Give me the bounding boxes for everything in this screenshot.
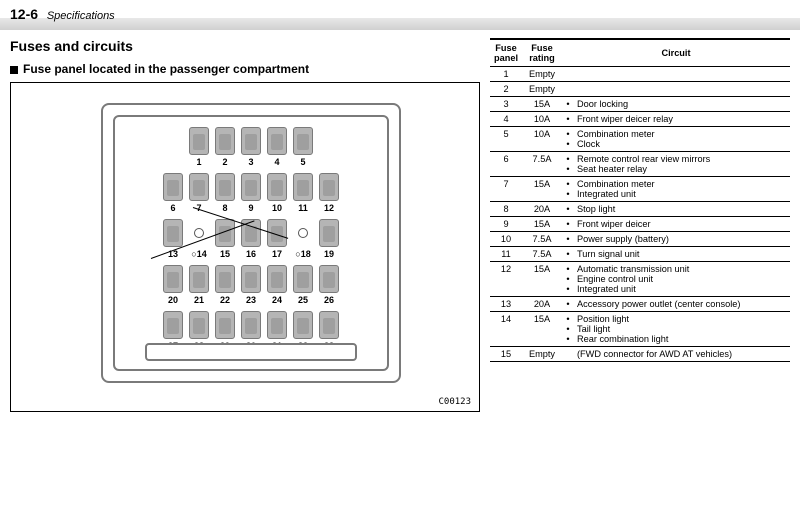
fuse-label: 22 (215, 295, 235, 305)
diagram-id: C00123 (438, 397, 471, 407)
table-row: 915A•Front wiper deicer (490, 217, 790, 232)
fuse-slot (215, 127, 235, 155)
table-row: 15Empty(FWD connector for AWD AT vehicle… (490, 347, 790, 362)
fuse-slot (189, 173, 209, 201)
fuse-slot (163, 311, 183, 339)
table-row: 67.5A••Remote control rear view mirrorsS… (490, 152, 790, 177)
table-row: 1Empty (490, 67, 790, 82)
fuse-label: 24 (267, 295, 287, 305)
table-row: 315A•Door locking (490, 97, 790, 112)
fuse-slot (189, 311, 209, 339)
fuse-slot (319, 173, 339, 201)
fuse-slot (215, 265, 235, 293)
table-row: 1320A•Accessory power outlet (center con… (490, 297, 790, 312)
fuse-slot (319, 265, 339, 293)
fuse-label: 25 (293, 295, 313, 305)
fuse-label: 10 (267, 203, 287, 213)
fuse-grid: 12345678910111213○14151617○1819202122232… (127, 127, 375, 357)
fuse-slot (293, 173, 313, 201)
fuse-slot (215, 311, 235, 339)
table-row: 410A•Front wiper deicer relay (490, 112, 790, 127)
fuse-slot (241, 127, 261, 155)
fuse-label: 1 (189, 157, 209, 167)
fuse-slot (241, 173, 261, 201)
table-row: 820A•Stop light (490, 202, 790, 217)
table-row: 510A••Combination meterClock (490, 127, 790, 152)
fuse-label: 15 (215, 249, 235, 259)
pull-handle (145, 343, 357, 361)
fuse-slot (319, 219, 339, 247)
fuse-slot (189, 127, 209, 155)
fuse-slot (241, 265, 261, 293)
square-bullet-icon (10, 66, 18, 74)
col-header: Circuit (562, 39, 790, 67)
table-row: 2Empty (490, 82, 790, 97)
page-header: 12-6 Specifications (0, 0, 800, 30)
fuse-slot (189, 265, 209, 293)
fuse-label: 6 (163, 203, 183, 213)
fusebox-outer: 12345678910111213○14151617○1819202122232… (101, 103, 401, 383)
fuse-label: 4 (267, 157, 287, 167)
fuse-label: 12 (319, 203, 339, 213)
col-header: Fuse rating (522, 39, 562, 67)
table-row: 715A••Combination meterIntegrated unit (490, 177, 790, 202)
fusebox-inner: 12345678910111213○14151617○1819202122232… (113, 115, 389, 371)
fuse-slot (267, 127, 287, 155)
fuse-slot (293, 311, 313, 339)
table-row: 117.5A•Turn signal unit (490, 247, 790, 262)
fuse-slot (293, 127, 313, 155)
fuse-slot (267, 311, 287, 339)
fuse-label: 26 (319, 295, 339, 305)
subtitle: Fuse panel located in the passenger comp… (10, 62, 480, 76)
diagram-frame: 12345678910111213○14151617○1819202122232… (10, 82, 480, 412)
fuse-slot (319, 311, 339, 339)
section-name: Specifications (47, 10, 115, 22)
fuse-label: 21 (189, 295, 209, 305)
main-title: Fuses and circuits (10, 38, 480, 54)
fuse-label: 5 (293, 157, 313, 167)
fuse-label: 23 (241, 295, 261, 305)
table-row: 107.5A•Power supply (battery) (490, 232, 790, 247)
fuse-slot (293, 265, 313, 293)
fuse-label: 17 (267, 249, 287, 259)
fuse-label: 2 (215, 157, 235, 167)
fuse-label: 19 (319, 249, 339, 259)
fuse-label: 9 (241, 203, 261, 213)
fuse-label: 20 (163, 295, 183, 305)
table-row: 1415A•••Position lightTail lightRear com… (490, 312, 790, 347)
fuse-label: ○18 (293, 249, 313, 259)
fuse-label: 11 (293, 203, 313, 213)
fuse-label: 3 (241, 157, 261, 167)
fuse-slot (163, 219, 183, 247)
fuse-slot (163, 173, 183, 201)
fuse-slot (267, 173, 287, 201)
fuse-label: ○14 (189, 249, 209, 259)
fuse-slot (215, 173, 235, 201)
fuse-label: 16 (241, 249, 261, 259)
fuse-slot (163, 265, 183, 293)
fuse-slot (241, 311, 261, 339)
fuse-table: Fuse panel Fuse rating Circuit 1Empty2Em… (490, 38, 790, 362)
fuse-slot (267, 265, 287, 293)
fuse-label: 8 (215, 203, 235, 213)
col-header: Fuse panel (490, 39, 522, 67)
page-number: 12-6 (10, 6, 38, 22)
table-row: 1215A•••Automatic transmission unitEngin… (490, 262, 790, 297)
